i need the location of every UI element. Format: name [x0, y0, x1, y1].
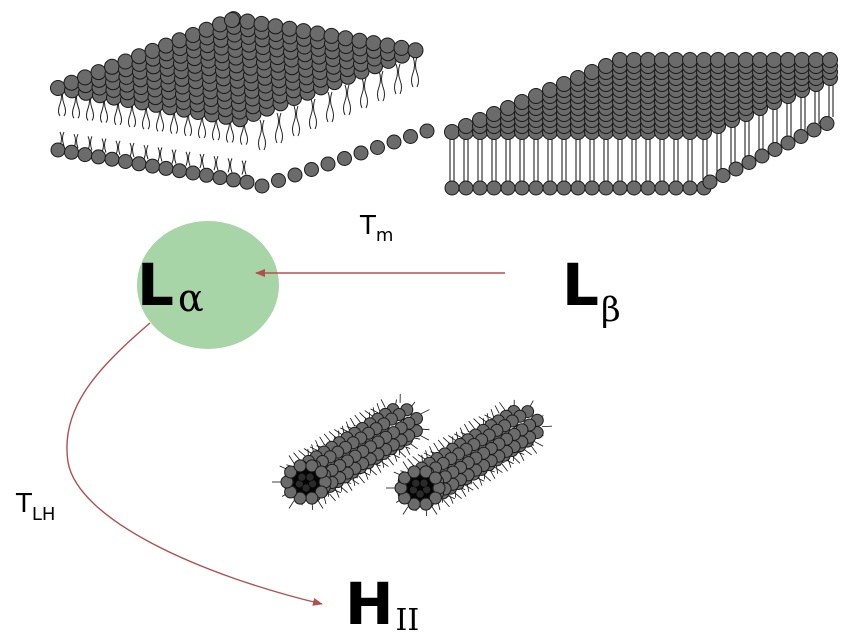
tm-label: Tm [359, 211, 393, 246]
tlh-label: TLH [15, 489, 55, 525]
l-beta-label: Lβ [562, 251, 621, 330]
hexagonal-tubes-illustration [272, 393, 553, 516]
tlh-transition-arrow [66, 322, 323, 606]
gel-bilayer-illustration [444, 52, 838, 196]
h-ii-label: HII [345, 570, 419, 634]
fluid-bilayer-illustration [50, 11, 435, 194]
l-alpha-highlight [137, 221, 279, 349]
